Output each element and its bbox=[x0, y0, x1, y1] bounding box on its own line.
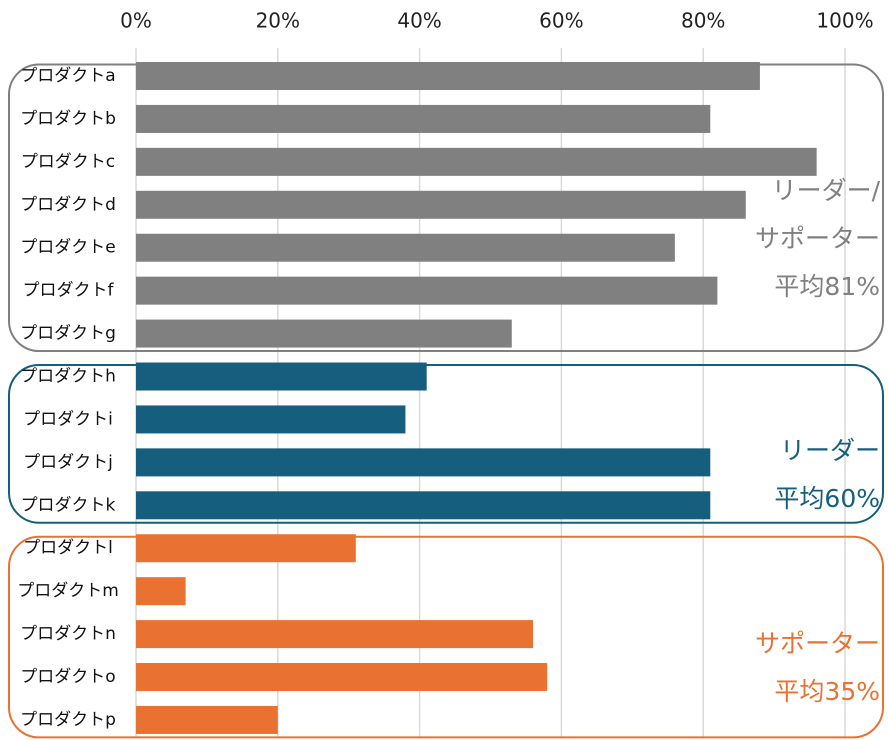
bar bbox=[136, 362, 427, 391]
group-annotation: リーダー bbox=[780, 436, 880, 465]
bar bbox=[136, 577, 186, 606]
group-annotation: 平均60% bbox=[774, 484, 880, 513]
bar bbox=[136, 319, 512, 348]
category-label: プロダクトf bbox=[23, 281, 115, 301]
bar bbox=[136, 534, 356, 563]
bar bbox=[136, 233, 675, 262]
x-tick-label: 80% bbox=[681, 9, 725, 33]
x-tick-label: 20% bbox=[256, 9, 300, 33]
category-label: プロダクトp bbox=[20, 710, 116, 730]
bar bbox=[136, 705, 278, 734]
category-label: プロダクトe bbox=[20, 238, 115, 258]
bar bbox=[136, 620, 534, 649]
category-label: プロダクトd bbox=[20, 195, 116, 215]
category-label: プロダクトh bbox=[20, 367, 116, 387]
group-frame bbox=[8, 364, 884, 524]
category-label: プロダクトm bbox=[17, 581, 119, 601]
bar bbox=[136, 62, 760, 90]
group-annotation: 平均35% bbox=[774, 677, 880, 706]
category-label: プロダクトg bbox=[20, 324, 116, 344]
category-label: プロダクトa bbox=[20, 66, 115, 86]
bar bbox=[136, 663, 548, 692]
category-label: プロダクトc bbox=[21, 152, 115, 172]
group-annotation: 平均81% bbox=[774, 272, 880, 301]
bar bbox=[136, 147, 817, 176]
bar bbox=[136, 104, 711, 133]
bar bbox=[136, 190, 746, 219]
category-label: プロダクトo bbox=[20, 667, 115, 687]
category-label: プロダクトn bbox=[20, 624, 116, 644]
group-annotation: リーダー/ bbox=[772, 176, 881, 205]
group-annotation: サポーター bbox=[755, 224, 880, 253]
x-tick-label: 60% bbox=[539, 9, 583, 33]
group-annotation: サポーター bbox=[755, 629, 880, 658]
x-tick-label: 0% bbox=[120, 9, 152, 33]
bar bbox=[136, 276, 718, 305]
category-label: プロダクトb bbox=[20, 109, 116, 129]
bar bbox=[136, 448, 711, 477]
x-tick-label: 40% bbox=[397, 9, 441, 33]
category-label: プロダクトj bbox=[23, 452, 113, 472]
x-tick-label: 100% bbox=[816, 9, 873, 33]
bar bbox=[136, 405, 406, 434]
category-label: プロダクトl bbox=[23, 538, 113, 558]
group-frame bbox=[8, 535, 884, 739]
category-label: プロダクトi bbox=[23, 409, 113, 429]
category-label: プロダクトk bbox=[21, 495, 116, 515]
bar bbox=[136, 491, 711, 520]
